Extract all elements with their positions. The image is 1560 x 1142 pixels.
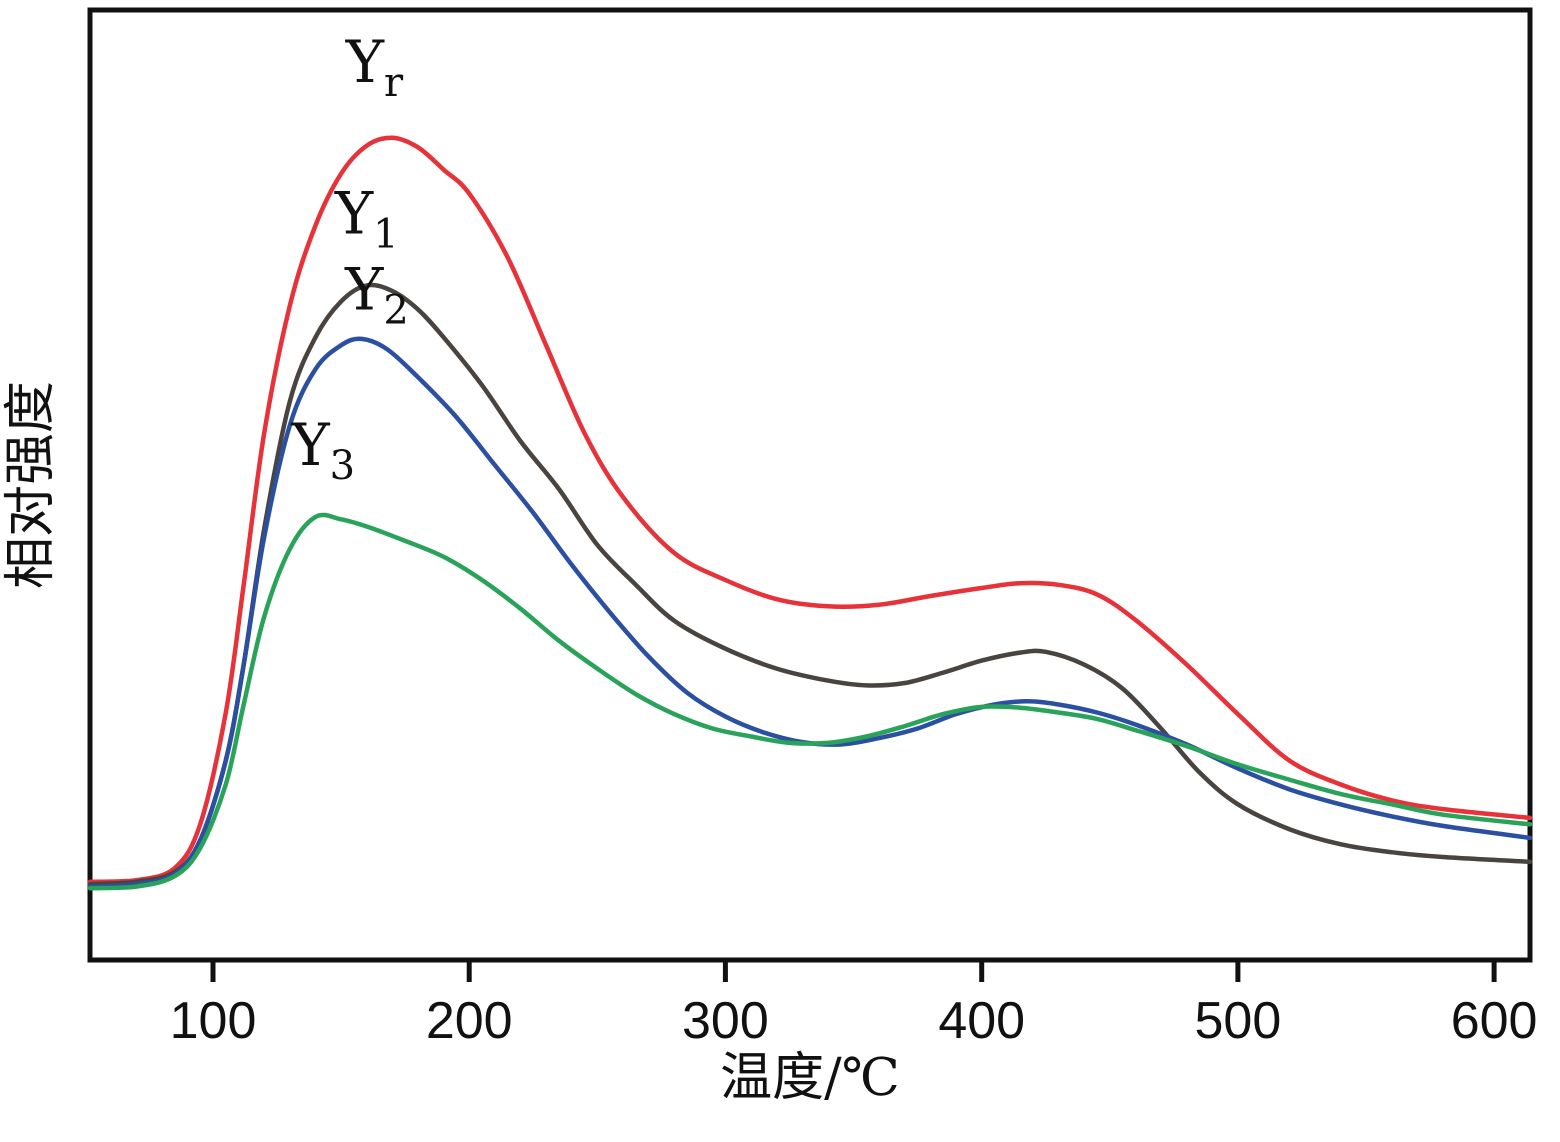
x-axis-tick-label: 500 xyxy=(1195,992,1282,1050)
x-axis-title: 温度/℃ xyxy=(720,1048,900,1108)
x-axis-ticks-group: 100 200 300 400 500 600 xyxy=(170,960,1538,1050)
curve-Y1 xyxy=(87,282,1533,887)
curve-Yr xyxy=(87,135,1533,885)
curve-label-Y2: Y2 xyxy=(344,255,409,333)
x-axis-tick-label: 100 xyxy=(170,992,257,1050)
curve-label-Yr: Yr xyxy=(345,28,404,106)
curve-label-Y3: Y3 xyxy=(290,411,355,489)
curve-Y3 xyxy=(87,512,1533,891)
x-axis-tick-label: 600 xyxy=(1451,992,1538,1050)
curve-Y2 xyxy=(87,336,1533,889)
x-axis-tick-label: 300 xyxy=(682,992,769,1050)
curves-group xyxy=(87,135,1533,891)
plot-border xyxy=(87,7,1533,963)
y-axis-title: 相对强度 xyxy=(1,381,61,589)
x-axis-tick-label: 200 xyxy=(426,992,513,1050)
x-axis-tick-label: 400 xyxy=(938,992,1025,1050)
curve-label-Y1: Y1 xyxy=(334,180,399,258)
